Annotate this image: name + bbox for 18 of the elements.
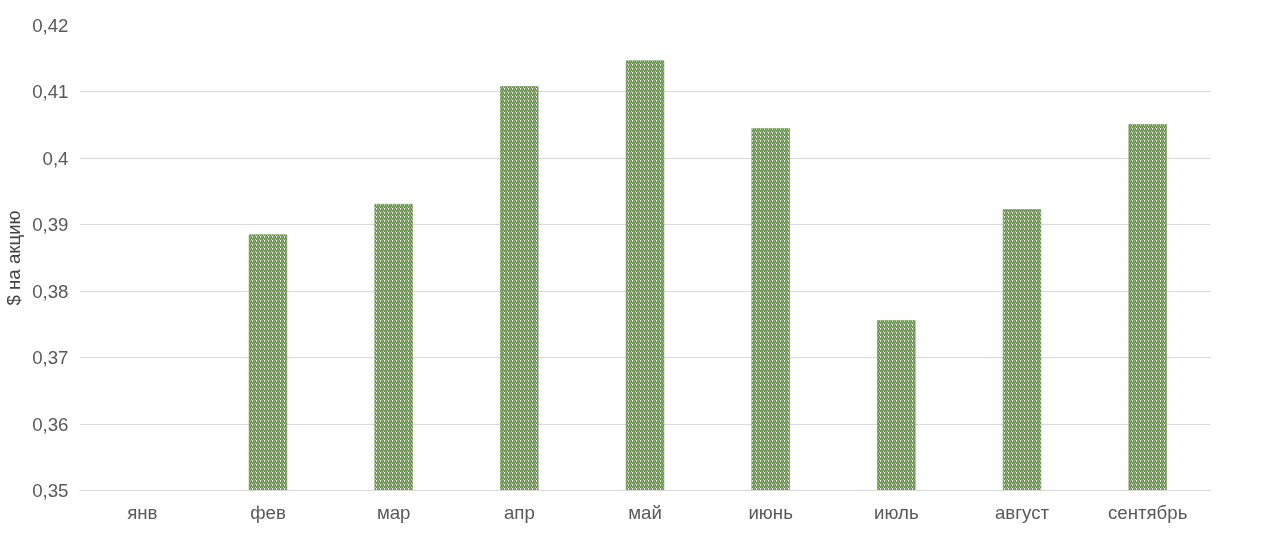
- x-tick-label: май: [628, 501, 662, 523]
- y-axis-title: $ на акцию: [3, 210, 25, 306]
- y-tick-label: 0,36: [32, 413, 69, 435]
- x-tick-label: фев: [250, 501, 286, 523]
- y-tick-label: 0,35: [32, 480, 69, 501]
- y-tick-label: 0,37: [32, 347, 69, 369]
- y-tick-label: 0,41: [32, 81, 69, 103]
- x-tick-label: янв: [127, 501, 158, 523]
- x-tick-label: июль: [874, 501, 919, 523]
- y-tick-label: 0,39: [32, 214, 69, 236]
- x-tick-label: август: [994, 501, 1050, 523]
- y-tick-label: 0,38: [32, 280, 69, 302]
- x-tick-label: апр: [503, 501, 535, 523]
- y-tick-label: 0,42: [32, 15, 69, 36]
- x-tick-label: июнь: [748, 501, 793, 523]
- y-tick-label: 0,4: [42, 147, 69, 169]
- x-tick-label: сентябрь: [1107, 501, 1188, 523]
- x-tick-label: мар: [376, 501, 411, 523]
